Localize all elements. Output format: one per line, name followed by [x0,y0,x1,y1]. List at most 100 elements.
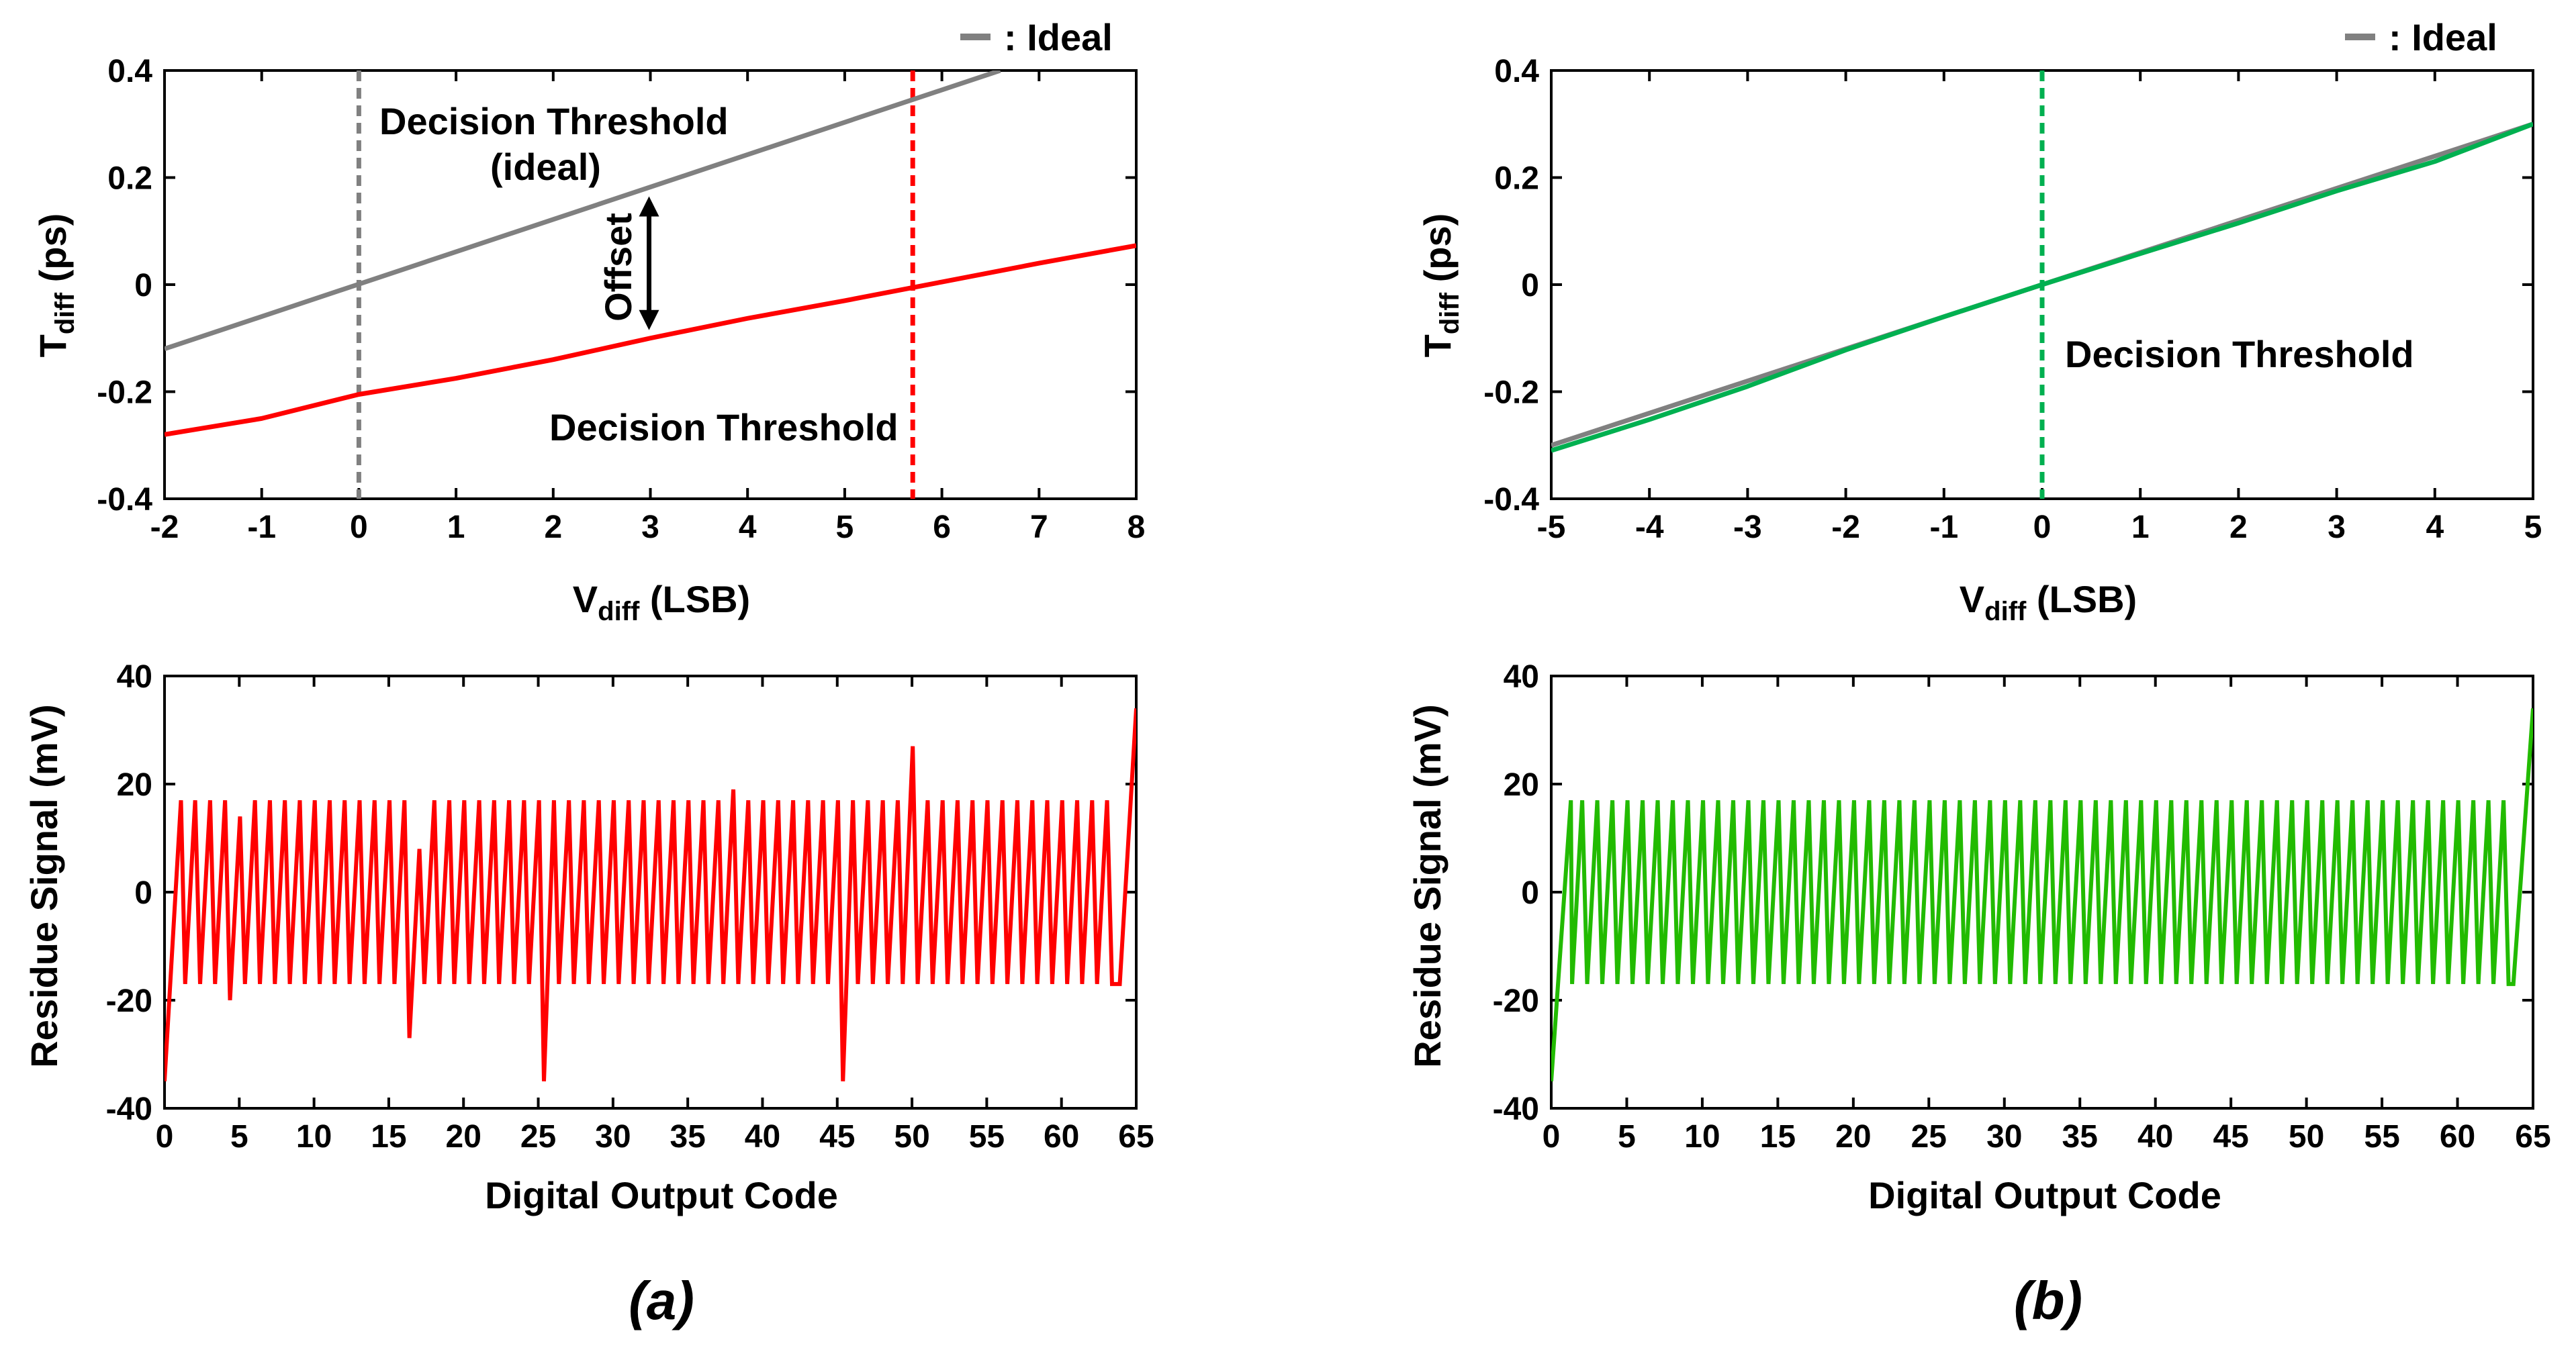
x-tick-label: 25 [520,1119,556,1155]
residue-line [1551,708,2533,1081]
ticks: 0 5 10 15 20 25 30 35 40 45 50 55 60 65 -40 -20 0 20 40 [106,659,1154,1155]
y-axis-label-unit: (ps) [32,213,74,293]
chart-b-top: -5 -4 -3 -2 -1 0 1 2 3 4 5 -0.4 -0.2 0 0.2 0.4 Decision… [1416,16,2542,626]
chart-b-bottom: 0 5 10 15 20 25 30 35 40 45 50 55 60 65 -40 -20 0 20 40 Re… [1406,659,2551,1216]
legend: : Ideal [960,16,1113,58]
series [1551,70,2533,499]
series [165,708,1136,1081]
x-tick-label: 55 [969,1119,1005,1155]
y-tick-label: 20 [117,767,152,803]
x-tick-label: 60 [2440,1119,2475,1155]
y-tick-label: -40 [106,1092,152,1127]
x-tick-label: 40 [745,1119,780,1155]
x-tick-label: 5 [230,1119,248,1155]
y-tick-label: 0.4 [107,54,152,89]
x-tick-label: 40 [2137,1119,2173,1155]
y-axis-label: Tdiff (ps) [1416,213,1465,358]
y-axis-label: Residue Signal (mV) [1406,704,1448,1067]
offset-label: Offset [597,213,639,322]
x-tick-label: 0 [156,1119,174,1155]
y-tick-label: 40 [1504,659,1539,695]
x-tick-label: 10 [296,1119,332,1155]
x-tick-label: 3 [2328,510,2346,545]
caption-a: (a) [629,1271,694,1330]
x-tick-label: 5 [1618,1119,1636,1155]
x-tick-label: 35 [2062,1119,2098,1155]
x-axis-label-sub: diff [1984,597,2027,626]
offset-arrow-head-up [639,196,659,217]
x-tick-label: 4 [739,510,757,545]
x-axis-label: Vdiff (LSB) [1960,578,2137,626]
x-tick-label: 60 [1044,1119,1079,1155]
x-tick-label: -3 [1733,510,1762,545]
y-tick-label: 0.2 [1494,161,1539,197]
x-axis-label-sub: diff [598,597,640,626]
x-tick-label: 15 [371,1119,406,1155]
x-tick-label: 7 [1030,510,1048,545]
y-axis-label: Residue Signal (mV) [23,704,65,1067]
x-tick-label: 2 [544,510,562,545]
x-tick-label: 5 [836,510,854,545]
offset-arrow-head-down [639,309,659,330]
ideal-threshold-label-line1: Decision Threshold [379,100,729,142]
y-axis-label: Tdiff (ps) [32,213,80,358]
x-tick-label: 4 [2426,510,2444,545]
x-tick-label: 0 [1543,1119,1561,1155]
x-tick-label: 20 [1835,1119,1871,1155]
y-axis-label-unit: (ps) [1416,213,1459,293]
y-tick-label: -40 [1493,1092,1539,1127]
y-tick-label: 0.4 [1494,54,1539,89]
x-tick-label: 65 [1118,1119,1154,1155]
x-tick-label: 0 [350,510,368,545]
x-tick-label: 30 [1986,1119,2022,1155]
y-axis-label-sub: diff [1435,292,1465,334]
y-tick-label: 0 [134,875,152,911]
annotations: Decision Threshold (ideal) Offset Decisi… [379,16,1113,448]
x-tick-label: 30 [595,1119,631,1155]
legend-ideal-label: : Ideal [2389,16,2497,58]
x-tick-label: 10 [1684,1119,1720,1155]
y-tick-label: 20 [1504,767,1539,803]
y-tick-label: -0.2 [1483,375,1539,411]
legend: : Ideal [2345,16,2497,58]
x-tick-label: 1 [447,510,465,545]
x-tick-label: 8 [1128,510,1146,545]
residue-line [165,708,1136,1081]
series [165,70,1136,499]
x-tick-label: 65 [2515,1119,2550,1155]
x-tick-label: 1 [2131,510,2150,545]
x-axis-label-unit: (LSB) [2026,578,2137,620]
ideal-threshold-label-line2: (ideal) [490,146,601,188]
y-axis-label-main: T [32,334,74,357]
y-tick-label: -0.2 [97,375,152,411]
x-axis-label-main: V [573,578,598,620]
y-tick-label: -0.4 [97,482,152,518]
x-axis-label: Digital Output Code [485,1174,838,1216]
x-tick-label: -1 [247,510,276,545]
x-tick-label: 15 [1760,1119,1796,1155]
x-tick-label: 25 [1911,1119,1947,1155]
x-tick-label: 50 [894,1119,929,1155]
x-tick-label: 35 [670,1119,705,1155]
legend-ideal-label: : Ideal [1004,16,1113,58]
caption-b: (b) [2014,1271,2082,1330]
x-axis-label-main: V [1960,578,1984,620]
x-tick-label: 2 [2229,510,2248,545]
x-tick-label: 0 [2033,510,2052,545]
annotations: Decision Threshold : Ideal [2065,16,2497,375]
y-axis-label-sub: diff [50,292,80,334]
y-tick-label: 0 [1521,268,1539,303]
x-tick-label: 45 [819,1119,855,1155]
ticks: -5 -4 -3 -2 -1 0 1 2 3 4 5 -0.4 -0.2 0 0.2 0.4 [1483,54,2542,545]
series [1551,708,2533,1081]
series-line-actual [1551,122,2533,453]
x-tick-label: 55 [2364,1119,2399,1155]
x-tick-label: 50 [2289,1119,2324,1155]
x-tick-label: 5 [2524,510,2542,545]
x-tick-label: 6 [933,510,951,545]
y-tick-label: 0 [134,268,152,303]
y-tick-label: 0.2 [107,161,152,197]
x-tick-label: -2 [1831,510,1860,545]
x-tick-label: -4 [1635,510,1664,545]
